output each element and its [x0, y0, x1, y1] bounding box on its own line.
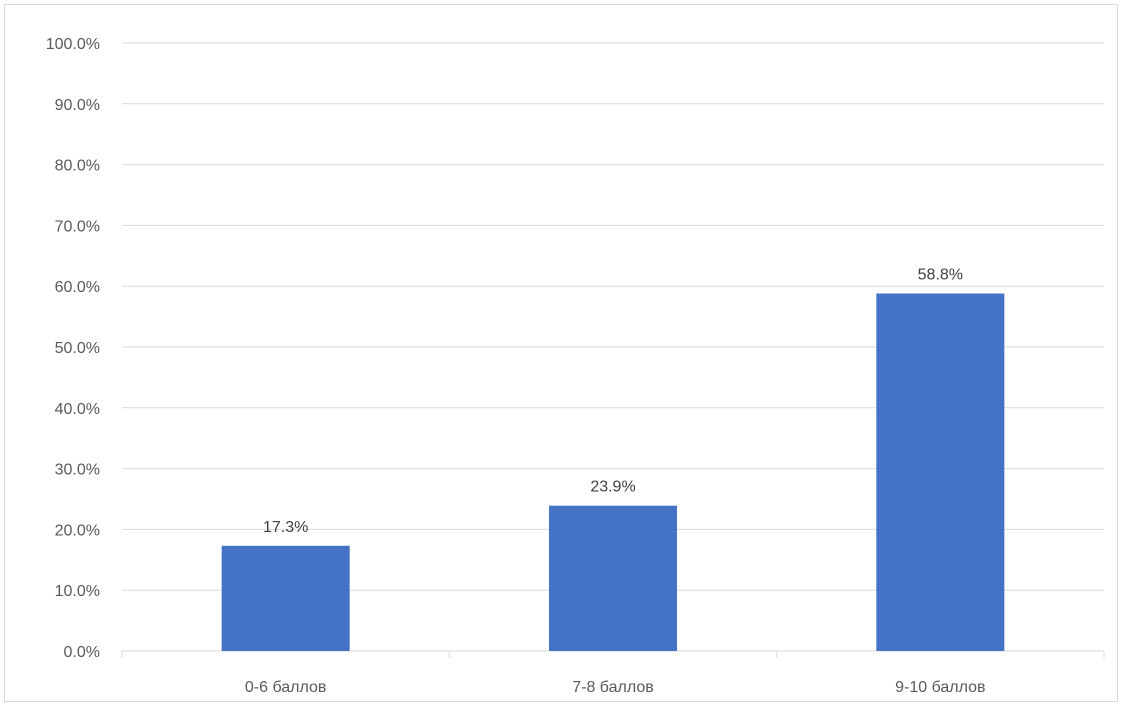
x-axis — [121, 650, 1105, 658]
x-tick-label: 9-10 баллов — [895, 679, 985, 696]
y-tick-label: 40.0% — [55, 401, 100, 418]
y-tick-label: 0.0% — [64, 644, 100, 661]
y-tick-label: 10.0% — [55, 583, 100, 600]
y-tick-label: 70.0% — [55, 218, 100, 235]
bar-1 — [221, 545, 350, 651]
y-tick-label: 50.0% — [55, 340, 100, 357]
data-label: 23.9% — [590, 479, 635, 496]
y-tick-label: 80.0% — [55, 158, 100, 175]
x-tick-label: 7-8 баллов — [572, 679, 654, 696]
data-labels: 17.3% 23.9% 58.8% — [263, 266, 963, 535]
data-label: 58.8% — [918, 266, 963, 283]
y-tick-label: 100.0% — [46, 36, 100, 53]
bar-2 — [549, 505, 677, 651]
y-tick-label: 90.0% — [55, 97, 100, 114]
x-tick-label: 0-6 баллов — [245, 679, 327, 696]
y-tick-label: 20.0% — [55, 522, 100, 539]
x-axis-tick-labels: 0-6 баллов 7-8 баллов 9-10 баллов — [245, 679, 986, 696]
y-tick-label: 30.0% — [55, 462, 100, 479]
y-tick-label: 60.0% — [55, 279, 100, 296]
y-axis-tick-labels: 0.0% 10.0% 20.0% 30.0% 40.0% 50.0% 60.0% 70.0% 8… — [46, 36, 100, 661]
bars — [221, 293, 1005, 651]
data-label: 17.3% — [263, 519, 308, 536]
bar-3 — [876, 293, 1005, 651]
